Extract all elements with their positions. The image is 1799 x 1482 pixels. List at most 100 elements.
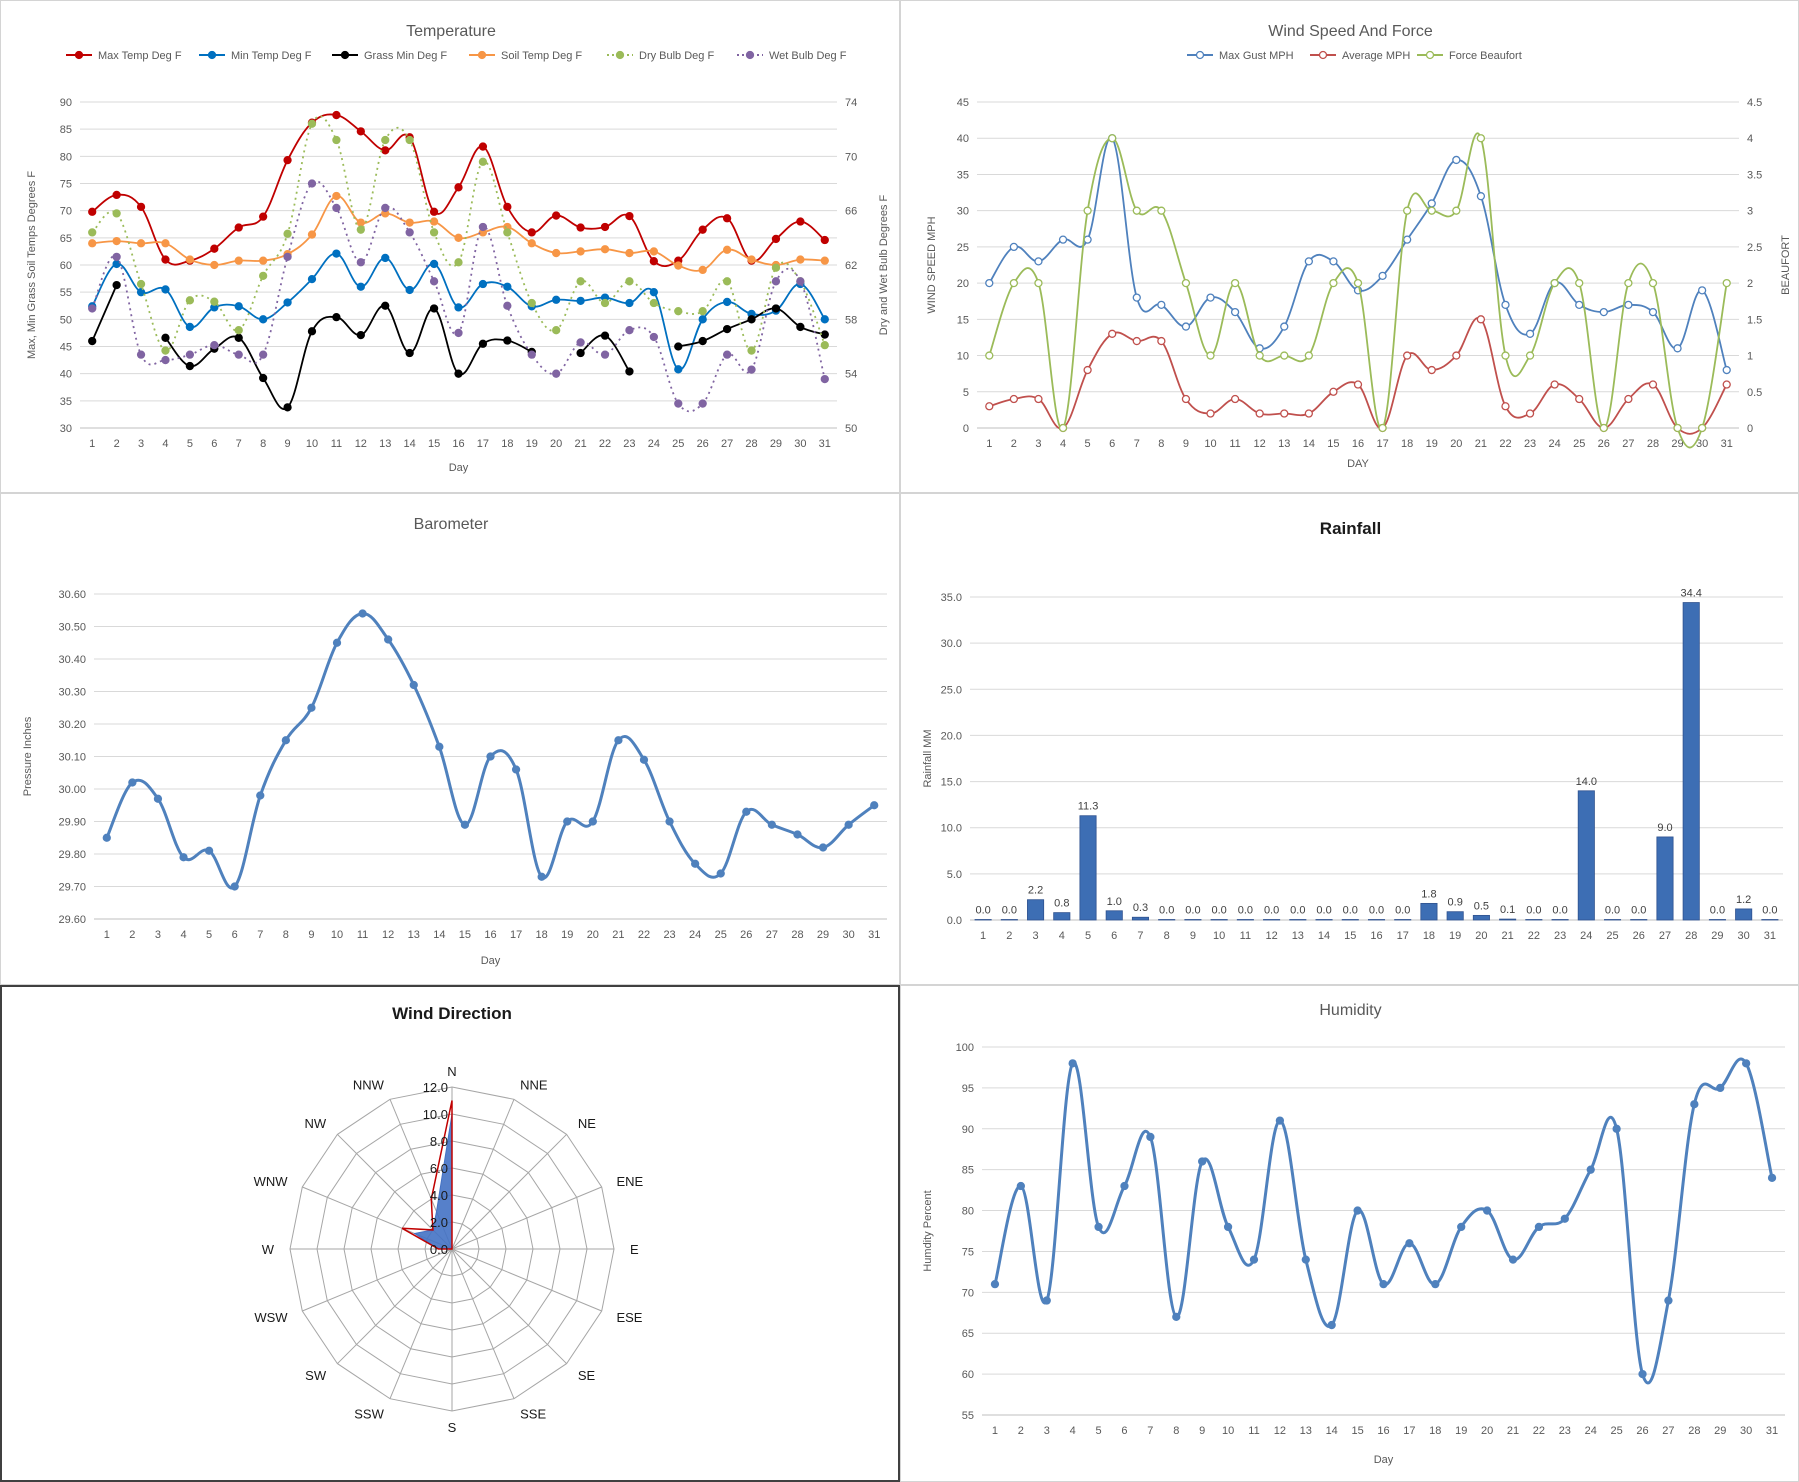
x-tick-label: 13 [408, 929, 420, 941]
data-point [614, 736, 623, 745]
data-point [698, 399, 707, 408]
data-point [460, 820, 470, 829]
y-tick-label: 35 [957, 169, 969, 181]
x-tick-label: 24 [1580, 930, 1592, 942]
data-point [1280, 351, 1289, 360]
data-point [796, 322, 805, 332]
y-tick-label: 95 [962, 1083, 974, 1095]
bar-data-label: 34.4 [1680, 588, 1701, 600]
data-point [1304, 351, 1313, 360]
data-point [985, 351, 994, 360]
data-point [600, 350, 610, 359]
data-point [698, 336, 707, 346]
data-point [234, 223, 243, 232]
data-point [283, 155, 292, 165]
x-tick-label: 4 [1060, 438, 1066, 450]
data-point [102, 833, 111, 842]
data-point [639, 755, 649, 764]
data-point [1206, 409, 1215, 418]
data-point [204, 846, 214, 855]
data-point [1664, 1296, 1673, 1305]
bar-data-label: 2.2 [1028, 885, 1043, 897]
y-tick-label: 80 [962, 1206, 974, 1218]
data-point [818, 843, 828, 852]
data-point [307, 274, 317, 284]
data-point [1275, 1116, 1285, 1125]
data-point [234, 256, 243, 265]
data-point [88, 336, 97, 346]
data-point [258, 373, 268, 383]
data-point [454, 258, 463, 267]
x-tick-label: 6 [1121, 1425, 1127, 1437]
legend-label: Grass Min Deg F [364, 50, 447, 62]
data-point [1280, 322, 1289, 331]
series-max-temp-deg-f [88, 110, 829, 267]
data-point [1476, 192, 1486, 201]
chart-title: Wind Speed And Force [1268, 23, 1433, 40]
y2-tick-label: 58 [845, 314, 857, 326]
data-point [1353, 1206, 1362, 1215]
x-tick-label: 11 [1240, 930, 1251, 942]
data-point [503, 301, 512, 310]
x-tick-label: 26 [1633, 930, 1645, 942]
data-point [1722, 365, 1731, 375]
chart-title: Rainfall [1320, 519, 1381, 538]
data-point [1476, 315, 1486, 324]
y-tick-label: 29.70 [58, 882, 86, 894]
x-tick-label: 6 [232, 929, 238, 941]
data-point [576, 338, 585, 347]
bar-data-label: 0.0 [1238, 905, 1253, 917]
data-point [1648, 278, 1658, 288]
data-point [1427, 199, 1436, 208]
x-tick-label: 23 [1554, 930, 1566, 942]
bar-data-label: 9.0 [1657, 822, 1672, 834]
data-point [600, 245, 610, 254]
x-tick-label: 19 [526, 438, 538, 450]
x-tick-label: 4 [1059, 930, 1065, 942]
data-point [1206, 293, 1215, 302]
data-point [405, 218, 414, 227]
data-point [136, 279, 146, 289]
data-point [210, 340, 219, 350]
data-point [600, 331, 610, 340]
data-point [486, 752, 495, 761]
y-tick-label: 30.40 [58, 654, 86, 666]
x-tick-label: 30 [1696, 438, 1708, 450]
y2-tick-label: 74 [845, 97, 857, 109]
x-tick-label: 21 [1475, 438, 1487, 450]
data-point [1108, 134, 1117, 143]
data-point [1009, 278, 1019, 288]
rain-bar [1656, 836, 1674, 921]
data-point [625, 326, 634, 335]
rain-bar [1105, 910, 1123, 921]
x-tick-label: 11 [357, 929, 368, 941]
data-point [503, 282, 512, 291]
y-axis-label: WIND SPEED MPH [926, 216, 938, 313]
data-point [283, 403, 292, 412]
data-point [332, 638, 342, 647]
radar-spoke [337, 1248, 453, 1364]
rain-bar [1053, 912, 1071, 921]
data-point [527, 239, 536, 248]
data-point [478, 222, 488, 232]
radar-spoke [389, 1248, 453, 1399]
data-point [381, 253, 390, 263]
x-tick-label: 13 [1278, 438, 1290, 450]
bar-data-label: 0.0 [1395, 905, 1410, 917]
data-point [409, 680, 418, 690]
data-point [1009, 242, 1019, 252]
data-point [429, 207, 439, 216]
x-tick-label: 16 [1377, 1425, 1389, 1437]
x-tick-label: 16 [484, 929, 496, 941]
y2-tick-label: 2 [1747, 278, 1753, 290]
data-point [588, 817, 597, 826]
x-tick-label: 18 [1429, 1425, 1441, 1437]
x-tick-label: 24 [689, 929, 701, 941]
direction-label: NW [304, 1116, 326, 1131]
y-tick-label: 29.60 [58, 914, 86, 926]
data-point [722, 277, 732, 286]
data-point [429, 217, 439, 226]
data-point [1405, 1239, 1414, 1248]
y-tick-label: 50 [60, 314, 72, 326]
data-point [234, 326, 243, 335]
